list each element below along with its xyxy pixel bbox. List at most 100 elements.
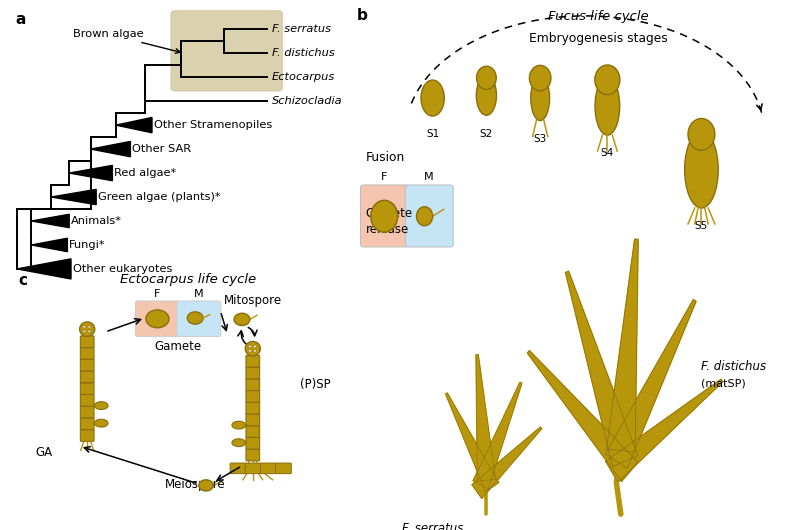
- Text: GA: GA: [35, 446, 53, 460]
- FancyBboxPatch shape: [361, 185, 409, 247]
- Ellipse shape: [246, 341, 260, 356]
- Circle shape: [530, 65, 551, 91]
- FancyBboxPatch shape: [171, 11, 282, 91]
- Polygon shape: [91, 142, 130, 157]
- FancyBboxPatch shape: [246, 379, 260, 391]
- FancyBboxPatch shape: [80, 418, 94, 430]
- Text: a: a: [15, 13, 26, 28]
- Polygon shape: [606, 299, 696, 469]
- Text: Gamete
release: Gamete release: [366, 207, 413, 236]
- Ellipse shape: [94, 402, 108, 410]
- Polygon shape: [31, 238, 67, 252]
- FancyBboxPatch shape: [246, 367, 260, 379]
- Polygon shape: [51, 189, 96, 205]
- Text: S4: S4: [601, 148, 614, 158]
- Text: F: F: [154, 289, 161, 299]
- Circle shape: [83, 330, 86, 332]
- FancyBboxPatch shape: [246, 449, 260, 461]
- Circle shape: [88, 330, 91, 332]
- Text: Green algae (plants)*: Green algae (plants)*: [98, 192, 221, 202]
- FancyBboxPatch shape: [177, 301, 221, 337]
- Circle shape: [254, 346, 256, 348]
- Polygon shape: [606, 379, 722, 482]
- FancyBboxPatch shape: [246, 437, 260, 449]
- FancyBboxPatch shape: [135, 301, 179, 337]
- Circle shape: [249, 346, 251, 348]
- Circle shape: [83, 326, 86, 328]
- Text: c: c: [18, 273, 28, 288]
- Text: Fucus life cycle: Fucus life cycle: [548, 10, 649, 23]
- Polygon shape: [527, 350, 638, 481]
- Text: Animals*: Animals*: [71, 216, 122, 226]
- Circle shape: [254, 350, 256, 352]
- Circle shape: [199, 480, 213, 491]
- Circle shape: [187, 312, 203, 324]
- Polygon shape: [69, 165, 112, 181]
- Text: Other eukaryotes: Other eukaryotes: [73, 264, 172, 274]
- FancyBboxPatch shape: [260, 463, 276, 474]
- Ellipse shape: [94, 419, 108, 427]
- FancyBboxPatch shape: [80, 394, 94, 406]
- Ellipse shape: [232, 421, 246, 429]
- Polygon shape: [606, 239, 638, 452]
- FancyBboxPatch shape: [80, 371, 94, 383]
- Text: Mitospore: Mitospore: [224, 294, 282, 307]
- Text: (matSP): (matSP): [702, 379, 746, 389]
- Ellipse shape: [530, 75, 550, 120]
- Polygon shape: [472, 427, 542, 499]
- Circle shape: [146, 310, 169, 328]
- Polygon shape: [476, 355, 495, 481]
- Text: Fusion: Fusion: [366, 151, 405, 164]
- Text: S2: S2: [480, 129, 493, 138]
- Text: Gamete: Gamete: [154, 340, 202, 354]
- Text: S5: S5: [695, 222, 708, 231]
- Circle shape: [477, 66, 496, 90]
- Text: F. serratus: F. serratus: [402, 522, 463, 530]
- Text: Brown algae: Brown algae: [73, 29, 180, 54]
- Text: Ectocarpus: Ectocarpus: [271, 72, 334, 82]
- Text: Schizocladia: Schizocladia: [271, 96, 342, 106]
- Text: S1: S1: [426, 129, 439, 139]
- Polygon shape: [473, 382, 522, 489]
- Polygon shape: [31, 214, 70, 228]
- Circle shape: [371, 200, 398, 232]
- Text: Red algae*: Red algae*: [114, 168, 176, 178]
- Text: M: M: [424, 172, 434, 182]
- Text: b: b: [357, 8, 367, 23]
- Text: Ectocarpus life cycle: Ectocarpus life cycle: [120, 273, 256, 286]
- Ellipse shape: [476, 76, 497, 116]
- Ellipse shape: [421, 80, 444, 116]
- Text: Other Stramenopiles: Other Stramenopiles: [154, 120, 272, 130]
- Text: F. serratus: F. serratus: [271, 24, 330, 34]
- Circle shape: [249, 350, 251, 352]
- Text: S3: S3: [534, 134, 546, 144]
- FancyBboxPatch shape: [80, 383, 94, 394]
- Polygon shape: [446, 393, 498, 492]
- Text: (P)SP: (P)SP: [299, 378, 330, 392]
- FancyBboxPatch shape: [80, 348, 94, 359]
- Circle shape: [88, 326, 91, 328]
- Ellipse shape: [595, 77, 620, 135]
- FancyBboxPatch shape: [246, 414, 260, 426]
- Polygon shape: [116, 118, 152, 133]
- Text: Meiospore: Meiospore: [165, 479, 226, 491]
- Text: F: F: [381, 172, 387, 182]
- Circle shape: [595, 65, 620, 95]
- FancyBboxPatch shape: [80, 359, 94, 371]
- Ellipse shape: [80, 322, 94, 337]
- FancyBboxPatch shape: [246, 356, 260, 367]
- Ellipse shape: [232, 439, 246, 447]
- FancyBboxPatch shape: [246, 463, 261, 474]
- Ellipse shape: [685, 131, 718, 208]
- Polygon shape: [566, 271, 638, 466]
- Text: Fungi*: Fungi*: [70, 240, 106, 250]
- Circle shape: [688, 119, 715, 151]
- FancyBboxPatch shape: [275, 463, 291, 474]
- Text: Embryogenesis stages: Embryogenesis stages: [529, 32, 668, 45]
- FancyBboxPatch shape: [230, 463, 246, 474]
- FancyBboxPatch shape: [80, 406, 94, 418]
- FancyBboxPatch shape: [246, 402, 260, 414]
- Text: F. distichus: F. distichus: [271, 48, 334, 58]
- FancyBboxPatch shape: [246, 391, 260, 402]
- Circle shape: [234, 313, 250, 325]
